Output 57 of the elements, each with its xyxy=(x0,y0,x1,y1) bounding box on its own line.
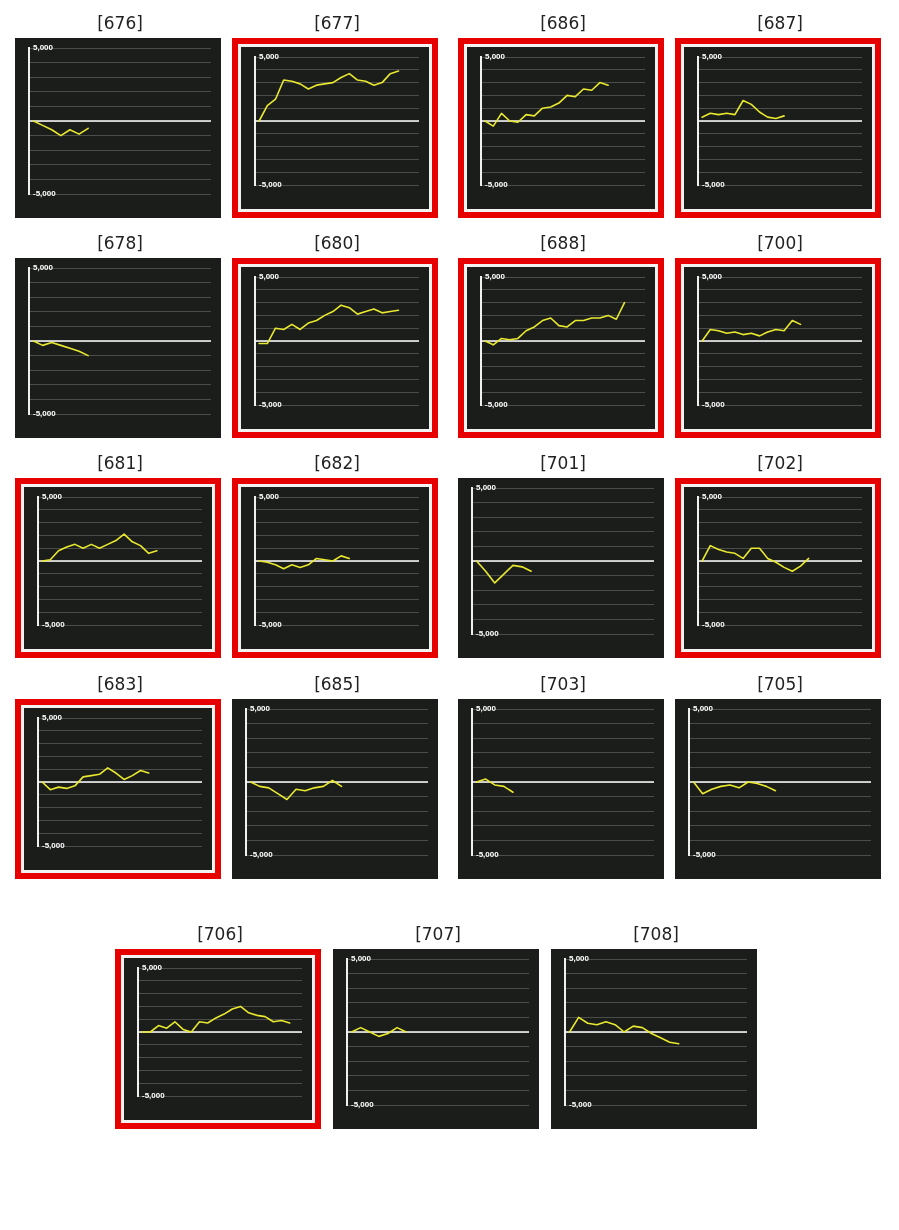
y-tick-label: -5,000 xyxy=(569,1100,593,1110)
y-tick-label: 5,000 xyxy=(250,704,271,714)
y-tick-label: 5,000 xyxy=(259,272,280,282)
y-tick-label: -5,000 xyxy=(702,620,726,630)
y-tick-label: -5,000 xyxy=(259,180,283,190)
y-tick-label: -5,000 xyxy=(485,180,509,190)
y-tick-label: -5,000 xyxy=(250,850,274,860)
chart-title: [706] xyxy=(196,923,244,946)
chart-title: [700] xyxy=(756,232,804,255)
y-tick-label: 5,000 xyxy=(485,272,506,282)
y-tick-label: -5,000 xyxy=(485,400,509,410)
chart-title: [701] xyxy=(539,452,587,475)
y-tick-label: -5,000 xyxy=(33,189,57,199)
chart-title: [685] xyxy=(313,673,361,696)
y-tick-label: 5,000 xyxy=(259,492,280,502)
chart-title: [702] xyxy=(756,452,804,475)
y-tick-label: 5,000 xyxy=(33,263,54,273)
y-tick-label: 5,000 xyxy=(142,963,163,973)
chart-title: [686] xyxy=(539,12,587,35)
chart-title: [678] xyxy=(96,232,144,255)
y-tick-label: 5,000 xyxy=(33,43,54,53)
chart-title: [676] xyxy=(96,12,144,35)
chart-title: [705] xyxy=(756,673,804,696)
y-tick-label: -5,000 xyxy=(42,841,66,851)
chart-title: [688] xyxy=(539,232,587,255)
y-tick-label: -5,000 xyxy=(702,180,726,190)
y-tick-label: 5,000 xyxy=(476,483,497,493)
y-tick-label: 5,000 xyxy=(351,954,372,964)
chart-title: [707] xyxy=(414,923,462,946)
y-tick-label: 5,000 xyxy=(569,954,590,964)
y-tick-label: 5,000 xyxy=(693,704,714,714)
chart-title: [703] xyxy=(539,673,587,696)
y-tick-label: 5,000 xyxy=(485,52,506,62)
chart-title: [677] xyxy=(313,12,361,35)
y-tick-label: 5,000 xyxy=(259,52,280,62)
y-tick-label: 5,000 xyxy=(702,272,723,282)
y-tick-label: 5,000 xyxy=(702,52,723,62)
y-tick-label: 5,000 xyxy=(42,492,63,502)
y-tick-label: -5,000 xyxy=(693,850,717,860)
y-tick-label: -5,000 xyxy=(476,629,500,639)
y-tick-label: -5,000 xyxy=(476,850,500,860)
y-tick-label: -5,000 xyxy=(142,1091,166,1101)
y-tick-label: -5,000 xyxy=(259,620,283,630)
chart-title: [680] xyxy=(313,232,361,255)
y-tick-label: 5,000 xyxy=(42,713,63,723)
y-tick-label: 5,000 xyxy=(476,704,497,714)
y-tick-label: -5,000 xyxy=(702,400,726,410)
y-tick-label: -5,000 xyxy=(351,1100,375,1110)
chart-title: [683] xyxy=(96,673,144,696)
y-tick-label: -5,000 xyxy=(33,409,57,419)
chart-title: [687] xyxy=(756,12,804,35)
chart-title: [708] xyxy=(632,923,680,946)
y-tick-label: 5,000 xyxy=(702,492,723,502)
y-tick-label: -5,000 xyxy=(42,620,66,630)
chart-title: [682] xyxy=(313,452,361,475)
chart-title: [681] xyxy=(96,452,144,475)
y-tick-label: -5,000 xyxy=(259,400,283,410)
